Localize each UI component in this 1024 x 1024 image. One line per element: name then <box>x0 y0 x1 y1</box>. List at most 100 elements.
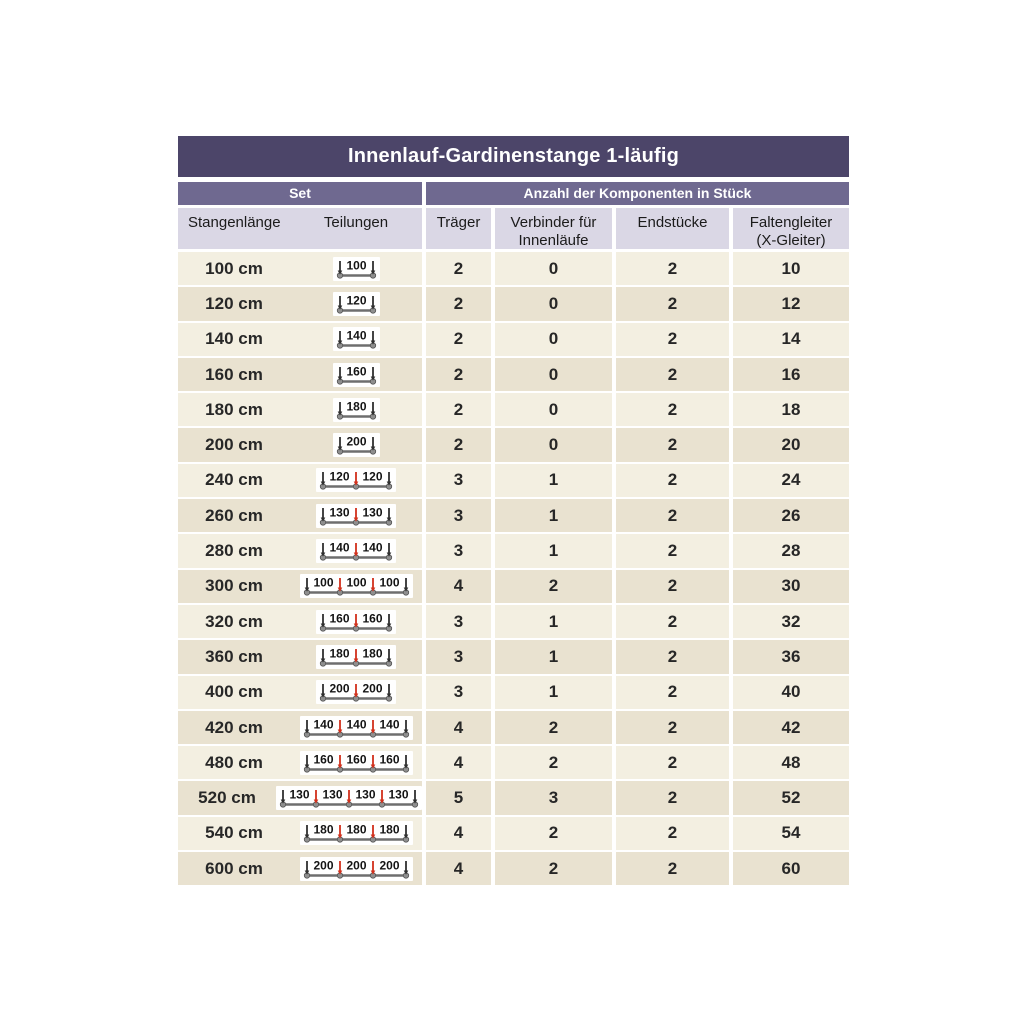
svg-text:160: 160 <box>362 611 382 625</box>
table-row: 420 cm 140 140 140 4 2 2 42 <box>178 710 849 745</box>
svg-text:160: 160 <box>313 752 333 766</box>
svg-text:130: 130 <box>289 788 309 802</box>
svg-text:130: 130 <box>322 788 342 802</box>
cell-faltengleiter: 36 <box>733 640 849 674</box>
cell-faltengleiter: 16 <box>733 357 849 392</box>
cell-faltengleiter: 28 <box>733 534 849 568</box>
column-header-end-pieces: Endstücke <box>616 208 729 249</box>
cell-faltengleiter: 10 <box>733 252 849 286</box>
cell-faltengleiter: 18 <box>733 393 849 427</box>
svg-text:130: 130 <box>388 788 408 802</box>
cell-faltengleiter: 60 <box>733 852 849 886</box>
rod-division-box: 200 200 200 <box>299 856 413 881</box>
cell-endstuecke: 2 <box>616 569 729 603</box>
rod-length-value: 520 cm <box>198 788 256 808</box>
cell-traeger: 4 <box>426 852 491 886</box>
rod-length-value: 160 cm <box>205 364 263 384</box>
cell-verbinder: 1 <box>495 640 612 674</box>
cell-endstuecke: 2 <box>616 393 729 427</box>
cell-verbinder: 2 <box>495 569 612 603</box>
cell-verbinder: 2 <box>495 746 612 780</box>
table-row: 480 cm 160 160 160 4 2 2 48 <box>178 746 849 780</box>
svg-text:160: 160 <box>379 752 399 766</box>
rod-division-diagram: 120 120 <box>290 468 422 493</box>
cell-traeger: 4 <box>426 569 491 603</box>
rod-length-value: 400 cm <box>205 682 263 702</box>
rod-division-box: 200 200 <box>316 680 396 705</box>
svg-text:180: 180 <box>313 823 333 837</box>
cell-traeger: 3 <box>426 604 491 639</box>
rod-division-diagram: 200 200 <box>290 680 422 705</box>
rod-length-value: 260 cm <box>205 505 263 525</box>
cell-faltengleiter: 14 <box>733 322 849 356</box>
rod-division-diagram: 130 130 <box>290 503 422 528</box>
svg-text:200: 200 <box>362 682 382 696</box>
column-header-connectors: Verbinder für Innenläufe <box>495 208 612 249</box>
curtain-rod-spec-table: Innenlauf-Gardinenstange 1-läufig Set An… <box>178 136 849 886</box>
rod-division-box: 180 <box>332 397 380 422</box>
rod-division-icon: 130 130 <box>319 505 393 526</box>
table-row: 360 cm 180 180 3 1 2 36 <box>178 640 849 674</box>
cell-endstuecke: 2 <box>616 710 729 745</box>
cell-faltengleiter: 40 <box>733 675 849 709</box>
svg-text:130: 130 <box>329 505 349 519</box>
rod-length-value: 100 cm <box>205 258 263 278</box>
table-row: 320 cm 160 160 3 1 2 32 <box>178 604 849 639</box>
rod-division-icon: 130 130 130 130 <box>279 788 419 808</box>
cell-traeger: 3 <box>426 463 491 498</box>
rod-division-box: 160 160 160 <box>299 750 413 775</box>
cell-traeger: 4 <box>426 746 491 780</box>
cell-verbinder: 1 <box>495 604 612 639</box>
rod-division-box: 180 180 180 <box>299 821 413 846</box>
cell-endstuecke: 2 <box>616 781 729 815</box>
cell-endstuecke: 2 <box>616 499 729 533</box>
cell-faltengleiter: 54 <box>733 816 849 851</box>
cell-verbinder: 3 <box>495 781 612 815</box>
rod-division-diagram: 140 <box>290 327 422 352</box>
table-row: 200 cm 200 2 0 2 20 <box>178 428 849 462</box>
cell-traeger: 2 <box>426 322 491 356</box>
cell-set: 520 cm 130 130 130 130 <box>178 781 422 815</box>
cell-verbinder: 0 <box>495 322 612 356</box>
rod-division-icon: 140 <box>336 329 376 349</box>
cell-endstuecke: 2 <box>616 287 729 321</box>
svg-text:120: 120 <box>346 293 366 307</box>
table-body: 100 cm 100 2 0 2 10 120 cm 120 2 0 2 12 140 cm 140 2 0 2… <box>178 252 849 886</box>
rod-division-diagram: 180 <box>290 397 422 422</box>
rod-division-icon: 200 <box>336 435 376 455</box>
rod-length-value: 300 cm <box>205 576 263 596</box>
rod-length-value: 180 cm <box>205 399 263 419</box>
cell-traeger: 3 <box>426 675 491 709</box>
cell-set: 320 cm 160 160 <box>178 604 422 639</box>
rod-division-box: 200 <box>332 433 380 458</box>
svg-text:140: 140 <box>379 717 399 731</box>
cell-endstuecke: 2 <box>616 252 729 286</box>
rod-division-diagram: 200 200 200 <box>290 856 422 881</box>
table-row: 600 cm 200 200 200 4 2 2 60 <box>178 852 849 886</box>
column-header-set-group: Stangenlänge Teilungen <box>178 208 422 249</box>
svg-text:180: 180 <box>362 646 382 660</box>
rod-division-diagram: 130 130 130 130 <box>276 786 422 811</box>
svg-text:180: 180 <box>379 823 399 837</box>
svg-text:200: 200 <box>379 858 399 872</box>
svg-text:200: 200 <box>346 858 366 872</box>
svg-text:180: 180 <box>346 399 366 413</box>
rod-length-value: 360 cm <box>205 646 263 666</box>
svg-text:100: 100 <box>379 576 399 590</box>
rod-division-diagram: 200 <box>290 433 422 458</box>
table-row: 300 cm 100 100 100 4 2 2 30 <box>178 569 849 603</box>
rod-length-value: 540 cm <box>205 823 263 843</box>
rod-division-icon: 160 160 160 <box>303 752 409 773</box>
svg-text:100: 100 <box>346 258 366 272</box>
cell-traeger: 3 <box>426 534 491 568</box>
rod-length-value: 600 cm <box>205 858 263 878</box>
rod-length-value: 140 cm <box>205 329 263 349</box>
table-row: 100 cm 100 2 0 2 10 <box>178 252 849 286</box>
cell-verbinder: 2 <box>495 816 612 851</box>
rod-division-icon: 120 <box>336 293 376 314</box>
rod-division-box: 120 120 <box>316 468 396 493</box>
rod-division-icon: 200 200 200 <box>303 858 409 879</box>
rod-division-icon: 180 180 180 <box>303 823 409 843</box>
cell-endstuecke: 2 <box>616 428 729 462</box>
cell-set: 480 cm 160 160 160 <box>178 746 422 780</box>
